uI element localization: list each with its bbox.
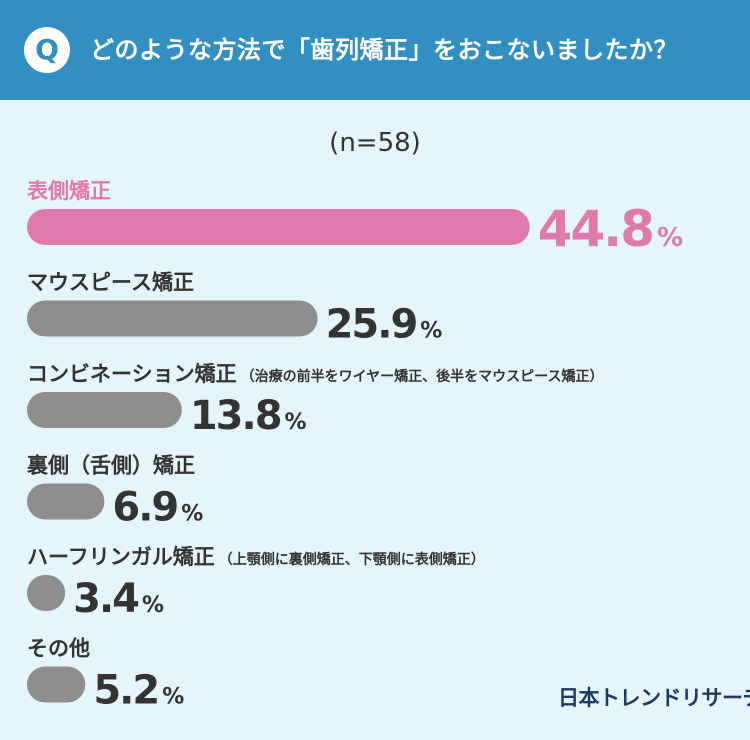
question-text: どのような方法で「歯列矯正」をおこないましたか？ (90, 36, 678, 64)
value-label: 5.2% (93, 668, 184, 714)
value-label: 44.8% (538, 200, 683, 258)
category-note: （上顎側に裏側矯正、下顎側に表側矯正） (219, 551, 485, 568)
question-header: Q どのような方法で「歯列矯正」をおこないましたか？ (0, 0, 750, 100)
percent-unit: % (162, 685, 184, 710)
category-label: 表側矯正 (27, 179, 111, 203)
bar (27, 483, 105, 520)
bar (27, 300, 318, 337)
brand-logo: 日本トレンドリサーチ (558, 686, 750, 710)
category-label: マウスピース矯正 (27, 271, 194, 295)
value-label: 3.4% (73, 576, 164, 622)
percent-unit: % (657, 223, 683, 253)
category-label: ハーフリンガル矯正 （上顎側に裏側矯正、下顎側に表側矯正） (27, 545, 485, 569)
bar (27, 209, 530, 245)
category-label: 裏側（舌側）矯正 (26, 454, 195, 478)
bar (27, 666, 86, 703)
q-badge: Q (24, 27, 70, 73)
sample-size-label: (n=58) (329, 128, 421, 158)
category-note: （治療の前半をワイヤー矯正、後半をマウスピース矯正） (241, 368, 604, 385)
percent-unit: % (181, 502, 203, 527)
percent-unit: % (420, 319, 442, 344)
bar (27, 575, 66, 611)
percent-unit: % (142, 593, 164, 618)
value-label: 6.9% (112, 485, 203, 531)
bar (27, 392, 182, 428)
percent-unit: % (285, 410, 307, 435)
value-label: 25.9% (326, 302, 443, 348)
value-label: 13.8% (190, 393, 307, 439)
category-label: コンビネーション矯正 （治療の前半をワイヤー矯正、後半をマウスピース矯正） (27, 362, 603, 386)
category-label: その他 (27, 637, 90, 661)
